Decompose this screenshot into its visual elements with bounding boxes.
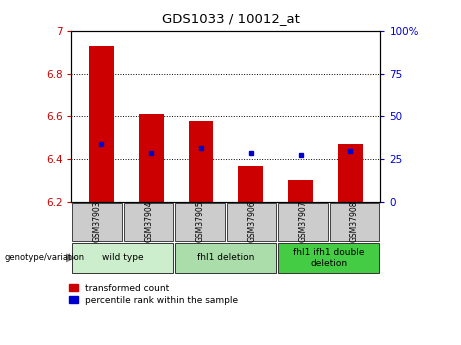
Bar	[278, 243, 379, 273]
Bar	[330, 203, 379, 241]
Bar	[338, 144, 363, 202]
Text: fhl1 deletion: fhl1 deletion	[197, 253, 254, 263]
Text: GSM37908: GSM37908	[350, 201, 359, 243]
Text: GSM37905: GSM37905	[195, 201, 205, 243]
Bar	[124, 203, 173, 241]
Bar	[189, 121, 213, 202]
Bar	[238, 166, 263, 202]
Text: GDS1033 / 10012_at: GDS1033 / 10012_at	[161, 12, 300, 25]
Bar	[139, 114, 164, 202]
Text: GSM37907: GSM37907	[299, 201, 307, 243]
Bar	[288, 180, 313, 202]
Text: GSM37903: GSM37903	[93, 201, 102, 243]
Text: GSM37906: GSM37906	[247, 201, 256, 243]
Text: fhl1 ifh1 double
deletion: fhl1 ifh1 double deletion	[293, 248, 365, 268]
Text: GSM37904: GSM37904	[144, 201, 153, 243]
Bar	[89, 46, 114, 202]
Bar	[72, 203, 122, 241]
Bar	[278, 203, 328, 241]
Bar	[175, 243, 277, 273]
Bar	[72, 243, 173, 273]
Bar	[175, 203, 225, 241]
Bar	[227, 203, 277, 241]
Legend: transformed count, percentile rank within the sample: transformed count, percentile rank withi…	[67, 282, 240, 307]
Text: genotype/variation: genotype/variation	[5, 253, 85, 263]
Text: wild type: wild type	[102, 253, 144, 263]
